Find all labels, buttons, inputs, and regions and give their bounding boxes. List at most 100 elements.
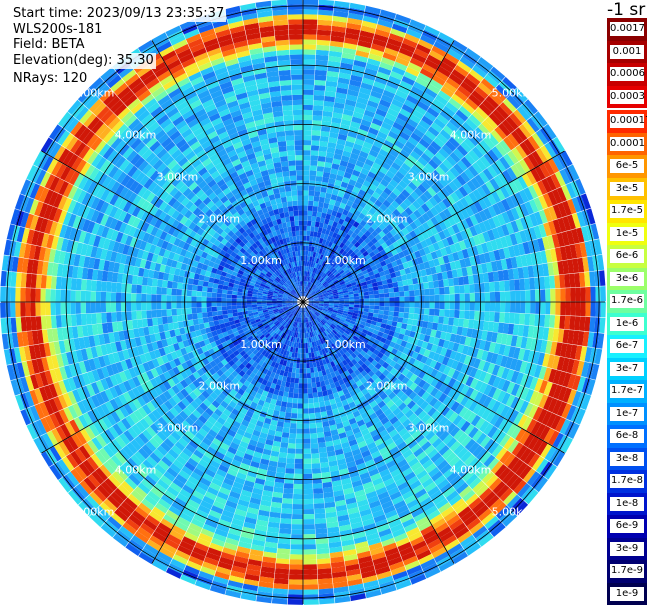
range-gate: [430, 216, 439, 226]
range-gate: [360, 119, 372, 128]
range-gate: [526, 117, 540, 133]
range-gate: [411, 164, 422, 174]
range-gate: [417, 215, 426, 225]
range-gate: [448, 278, 454, 287]
range-gate: [567, 330, 575, 345]
range-gate: [281, 401, 288, 408]
range-gate: [308, 195, 314, 201]
range-gate: [327, 290, 333, 294]
range-gate: [550, 302, 556, 315]
range-gate: [444, 332, 452, 341]
range-gate: [571, 213, 581, 229]
range-gate: [322, 308, 328, 312]
range-gate: [454, 260, 462, 270]
range-gate: [473, 223, 483, 235]
range-gate: [291, 372, 296, 378]
range-gate: [368, 251, 376, 258]
range-gate: [361, 281, 367, 286]
range-gate: [377, 313, 384, 319]
range-gate: [515, 205, 525, 219]
range-gate: [506, 209, 516, 222]
range-gate: [410, 191, 420, 201]
range-gate: [303, 529, 316, 535]
range-gate: [357, 244, 364, 251]
range-gate: [423, 282, 429, 290]
range-gate: [480, 78, 496, 92]
range-gate: [340, 271, 346, 277]
range-gate: [306, 266, 309, 272]
range-gate: [494, 291, 501, 302]
range-gate: [316, 427, 324, 433]
range-gate: [317, 292, 323, 296]
range-gate: [332, 310, 338, 314]
range-gate: [427, 126, 440, 137]
range-gate: [344, 246, 351, 253]
range-gate: [277, 543, 291, 550]
range-gate: [535, 129, 549, 145]
range-gate: [406, 194, 416, 204]
range-gate: [597, 254, 605, 271]
range-gate: [303, 205, 308, 211]
range-gate: [449, 166, 460, 178]
range-gate: [314, 74, 327, 81]
range-gate: [346, 286, 353, 290]
range-gate: [384, 157, 394, 166]
range-gate: [537, 326, 545, 340]
range-gate: [392, 208, 401, 217]
range-gate: [331, 189, 339, 196]
range-gate: [427, 186, 437, 197]
range-gate: [321, 255, 327, 261]
range-gate: [303, 383, 308, 389]
range-gate: [323, 297, 329, 300]
range-gate: [325, 80, 338, 88]
range-gate: [385, 112, 397, 122]
range-gate: [486, 331, 493, 342]
range-gate: [428, 196, 438, 207]
range-gate: [348, 306, 354, 310]
range-gate: [440, 247, 448, 257]
range-gate: [303, 170, 310, 176]
range-gate: [288, 594, 303, 600]
range-gate: [366, 219, 375, 227]
range-gate: [323, 282, 329, 287]
range-gate: [344, 37, 359, 45]
range-gate: [361, 146, 371, 154]
range-gate: [535, 289, 541, 302]
range-gate: [385, 273, 392, 280]
range-gate: [369, 166, 379, 175]
range-gate: [311, 221, 316, 227]
range-gate: [313, 303, 319, 305]
range-gate: [365, 62, 380, 72]
range-gate: [419, 308, 425, 315]
range-gate: [306, 276, 309, 282]
range-gate: [477, 359, 486, 371]
range-gate: [298, 378, 303, 384]
range-gate: [388, 130, 399, 140]
range-gate: [310, 438, 318, 444]
range-gate: [311, 130, 321, 136]
range-gate: [521, 173, 533, 187]
range-gate: [547, 262, 555, 276]
range-gate: [418, 119, 431, 130]
range-gate: [399, 201, 409, 211]
range-gate: [339, 302, 345, 305]
range-gate: [338, 278, 345, 284]
range-gate: [469, 69, 484, 82]
range-gate: [311, 292, 317, 296]
range-gate: [380, 178, 390, 188]
range-gate: [369, 195, 378, 204]
range-gate: [356, 96, 369, 105]
range-gate: [303, 240, 307, 246]
range-gate: [322, 115, 332, 123]
range-gate: [391, 260, 398, 268]
range-gate: [409, 290, 415, 297]
range-gate: [350, 245, 357, 252]
range-gate: [303, 160, 311, 166]
range-gate: [520, 216, 529, 230]
range-gate: [499, 291, 506, 302]
range-gate: [430, 251, 438, 260]
range-gate: [406, 118, 419, 128]
range-gate: [292, 514, 303, 520]
range-gate: [313, 300, 319, 302]
range-gate: [343, 42, 358, 50]
